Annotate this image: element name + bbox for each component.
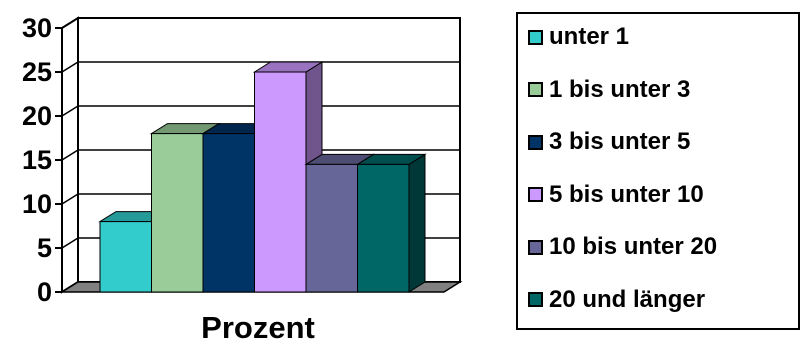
- legend-swatch: [528, 187, 543, 202]
- bar-front: [202, 133, 255, 293]
- legend-swatch: [528, 239, 543, 255]
- legend-swatch: [528, 29, 543, 45]
- bar-side: [408, 153, 426, 293]
- bar-front: [305, 163, 358, 293]
- legend-swatch: [528, 82, 543, 97]
- bar-front: [357, 163, 410, 293]
- legend-label: unter 1: [549, 23, 630, 50]
- legend-item: 20 und länger: [528, 285, 705, 315]
- legend-label: 1 bis unter 3: [549, 75, 691, 103]
- bar-front: [254, 71, 307, 293]
- legend-item: 1 bis unter 3: [528, 75, 690, 105]
- legend-item: 5 bis unter 10: [528, 180, 704, 210]
- legend-swatch: [528, 134, 543, 150]
- legend: unter 1 1 bis unter 3 3 bis unter 5 5 bis u…: [516, 12, 800, 330]
- legend-label: 5 bis unter 10: [549, 180, 704, 208]
- bar-front: [99, 221, 152, 293]
- y-tick-label: 0: [37, 277, 52, 307]
- y-tick-label: 5: [37, 233, 52, 263]
- gridline: [61, 149, 460, 161]
- y-tick-label: 10: [22, 189, 52, 219]
- y-tick-label: 25: [22, 57, 52, 87]
- gridline: [61, 105, 460, 117]
- y-tick-label: 30: [22, 13, 52, 43]
- bar-6: [355, 153, 427, 293]
- gridline: [61, 17, 460, 29]
- legend-item: 3 bis unter 5: [528, 127, 690, 157]
- legend-label: 10 bis unter 20: [549, 233, 718, 260]
- legend-item: 10 bis unter 20: [528, 232, 717, 262]
- gridline: [61, 61, 460, 73]
- bar-front: [151, 133, 204, 293]
- legend-label: 20 und länger: [549, 285, 706, 313]
- legend-swatch: [528, 292, 543, 307]
- x-axis-label: Prozent: [201, 310, 315, 345]
- bars: [98, 61, 427, 293]
- y-tick-label: 15: [22, 145, 52, 175]
- y-tick-label: 20: [22, 101, 52, 131]
- legend-item: unter 1: [528, 22, 629, 52]
- y-axis: 0 5 10 15 20 25 30: [22, 13, 63, 307]
- legend-label: 3 bis unter 5: [549, 128, 691, 155]
